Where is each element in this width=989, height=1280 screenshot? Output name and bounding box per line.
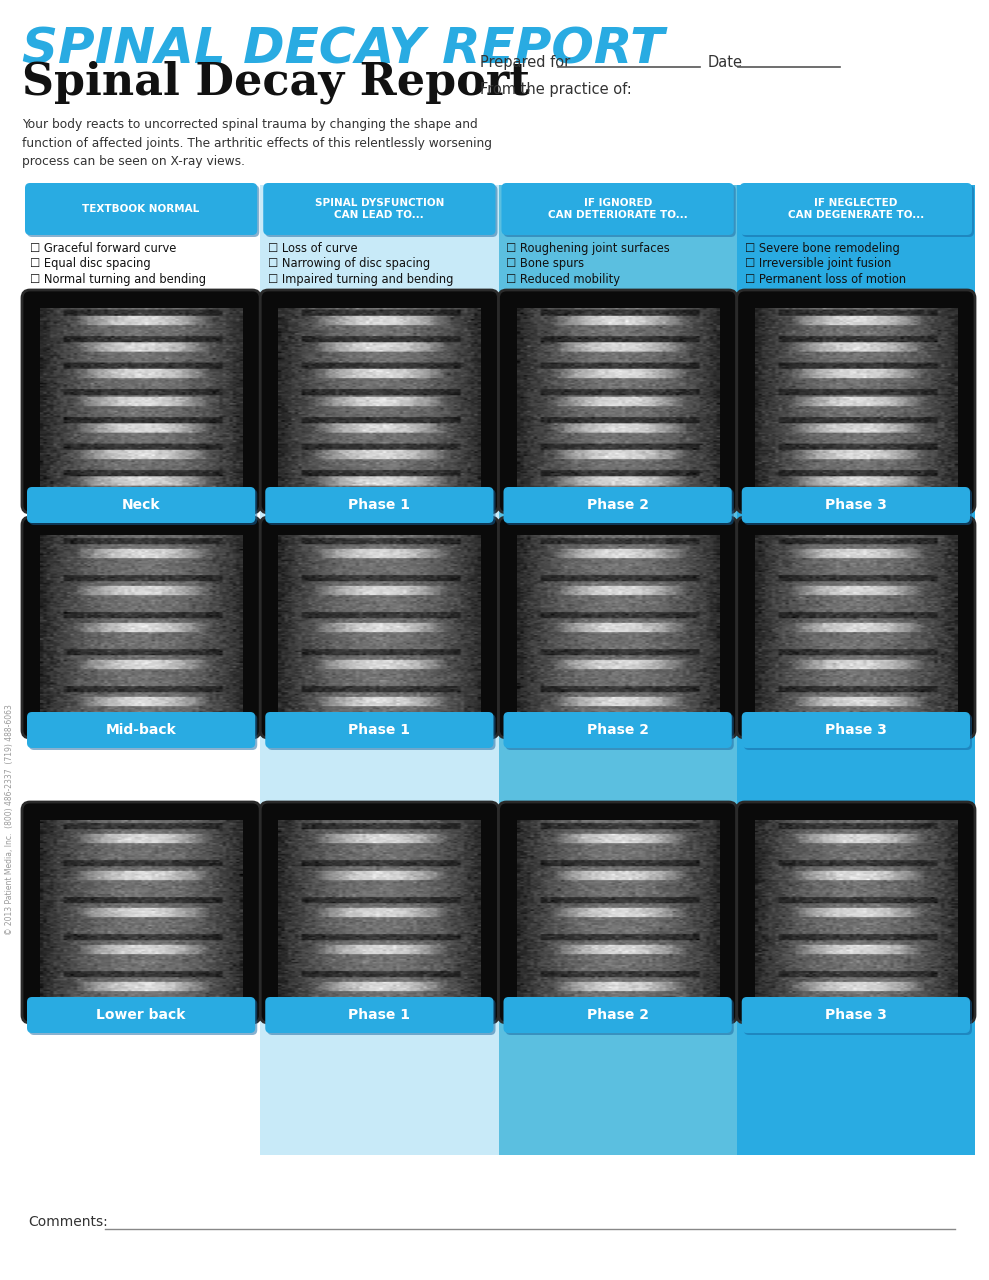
- Text: ☐ Reduced mobility: ☐ Reduced mobility: [506, 273, 620, 285]
- FancyBboxPatch shape: [742, 712, 970, 748]
- FancyBboxPatch shape: [22, 291, 260, 513]
- Text: IF IGNORED
CAN DETERIORATE TO...: IF IGNORED CAN DETERIORATE TO...: [548, 198, 687, 220]
- FancyBboxPatch shape: [260, 517, 498, 739]
- FancyBboxPatch shape: [27, 712, 255, 748]
- Text: TEXTBOOK NORMAL: TEXTBOOK NORMAL: [82, 204, 200, 214]
- FancyBboxPatch shape: [505, 714, 734, 750]
- FancyBboxPatch shape: [744, 489, 972, 525]
- FancyBboxPatch shape: [267, 998, 495, 1036]
- Text: Date: Date: [708, 55, 743, 70]
- FancyBboxPatch shape: [740, 183, 972, 236]
- FancyBboxPatch shape: [737, 517, 975, 739]
- Text: Spinal Decay Report: Spinal Decay Report: [22, 60, 530, 104]
- Text: Lower back: Lower back: [97, 1009, 186, 1021]
- FancyBboxPatch shape: [737, 803, 975, 1023]
- FancyBboxPatch shape: [265, 186, 497, 237]
- Text: ☐ Graceful forward curve: ☐ Graceful forward curve: [30, 242, 176, 255]
- FancyBboxPatch shape: [498, 517, 737, 739]
- FancyBboxPatch shape: [29, 714, 257, 750]
- FancyBboxPatch shape: [260, 291, 498, 513]
- Bar: [498, 186, 737, 1155]
- FancyBboxPatch shape: [25, 183, 257, 236]
- Text: From the practice of:: From the practice of:: [480, 82, 632, 97]
- FancyBboxPatch shape: [265, 486, 494, 524]
- FancyBboxPatch shape: [742, 186, 974, 237]
- Text: Phase 3: Phase 3: [825, 498, 887, 512]
- Text: ☐ Severe bone remodeling: ☐ Severe bone remodeling: [745, 242, 900, 255]
- Text: Phase 3: Phase 3: [825, 723, 887, 737]
- Text: Phase 2: Phase 2: [586, 1009, 649, 1021]
- Text: Phase 1: Phase 1: [348, 498, 410, 512]
- FancyBboxPatch shape: [742, 486, 970, 524]
- Text: SPINAL DECAY REPORT: SPINAL DECAY REPORT: [22, 26, 665, 73]
- FancyBboxPatch shape: [29, 998, 257, 1036]
- FancyBboxPatch shape: [265, 712, 494, 748]
- FancyBboxPatch shape: [503, 486, 732, 524]
- Text: Prepared for: Prepared for: [480, 55, 571, 70]
- Text: © 2013 Patient Media, Inc.  (800) 486-2337  (719) 488-6063: © 2013 Patient Media, Inc. (800) 486-233…: [6, 704, 15, 936]
- Text: Phase 1: Phase 1: [348, 1009, 410, 1021]
- Text: Comments:: Comments:: [28, 1215, 108, 1229]
- FancyBboxPatch shape: [22, 803, 260, 1023]
- Text: SPINAL DYSFUNCTION
CAN LEAD TO...: SPINAL DYSFUNCTION CAN LEAD TO...: [315, 198, 444, 220]
- FancyBboxPatch shape: [744, 998, 972, 1036]
- FancyBboxPatch shape: [744, 714, 972, 750]
- Text: Mid-back: Mid-back: [106, 723, 176, 737]
- FancyBboxPatch shape: [263, 183, 495, 236]
- Text: ☐ Normal turning and bending: ☐ Normal turning and bending: [30, 273, 206, 285]
- FancyBboxPatch shape: [27, 997, 255, 1033]
- FancyBboxPatch shape: [260, 803, 498, 1023]
- Text: Phase 2: Phase 2: [586, 723, 649, 737]
- Text: ☐ Bone spurs: ☐ Bone spurs: [506, 257, 584, 270]
- FancyBboxPatch shape: [503, 186, 736, 237]
- Text: Your body reacts to uncorrected spinal trauma by changing the shape and
function: Your body reacts to uncorrected spinal t…: [22, 118, 492, 168]
- FancyBboxPatch shape: [267, 489, 495, 525]
- Text: Phase 3: Phase 3: [825, 1009, 887, 1021]
- Text: ☐ Equal disc spacing: ☐ Equal disc spacing: [30, 257, 150, 270]
- FancyBboxPatch shape: [498, 803, 737, 1023]
- FancyBboxPatch shape: [742, 997, 970, 1033]
- FancyBboxPatch shape: [505, 489, 734, 525]
- Text: Neck: Neck: [122, 498, 160, 512]
- Text: ☐ Loss of curve: ☐ Loss of curve: [268, 242, 358, 255]
- FancyBboxPatch shape: [505, 998, 734, 1036]
- Text: IF NEGLECTED
CAN DEGENERATE TO...: IF NEGLECTED CAN DEGENERATE TO...: [788, 198, 924, 220]
- Text: Phase 2: Phase 2: [586, 498, 649, 512]
- FancyBboxPatch shape: [22, 517, 260, 739]
- FancyBboxPatch shape: [737, 291, 975, 513]
- FancyBboxPatch shape: [267, 714, 495, 750]
- Bar: [260, 186, 498, 1155]
- Text: ☐ Permanent loss of motion: ☐ Permanent loss of motion: [745, 273, 906, 285]
- FancyBboxPatch shape: [498, 291, 737, 513]
- FancyBboxPatch shape: [27, 186, 259, 237]
- Text: ☐ Roughening joint surfaces: ☐ Roughening joint surfaces: [506, 242, 671, 255]
- Text: ☐ Narrowing of disc spacing: ☐ Narrowing of disc spacing: [268, 257, 430, 270]
- FancyBboxPatch shape: [503, 997, 732, 1033]
- FancyBboxPatch shape: [29, 489, 257, 525]
- FancyBboxPatch shape: [265, 997, 494, 1033]
- FancyBboxPatch shape: [27, 486, 255, 524]
- Bar: [737, 186, 975, 1155]
- Text: ☐ Impaired turning and bending: ☐ Impaired turning and bending: [268, 273, 454, 285]
- FancyBboxPatch shape: [501, 183, 734, 236]
- Text: ☐ Irreversible joint fusion: ☐ Irreversible joint fusion: [745, 257, 891, 270]
- Bar: [22, 186, 260, 1155]
- Text: Phase 1: Phase 1: [348, 723, 410, 737]
- FancyBboxPatch shape: [503, 712, 732, 748]
